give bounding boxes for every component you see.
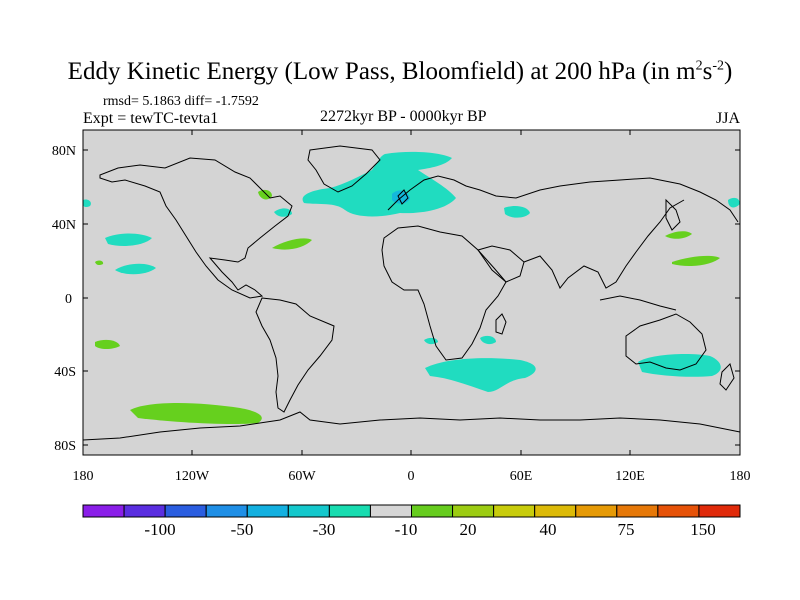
colorbar-label: -100 (144, 520, 175, 539)
colorbar-swatch (164, 504, 207, 518)
coast-new-zealand (719, 363, 735, 391)
coast-arabia (477, 245, 525, 283)
colorbar-label: 75 (618, 520, 635, 539)
anomaly-cyan-east-pacific (115, 263, 156, 275)
colorbar-label: 20 (460, 520, 477, 539)
anomaly-green-south-pacific-east (95, 339, 120, 349)
coast-antarctica (82, 411, 741, 441)
coast-asia-south (523, 199, 685, 289)
season-label: JJA (716, 110, 741, 127)
anomaly-green-south-pacific (130, 403, 262, 425)
anomaly-cyan-north-pacific (105, 233, 152, 246)
coast-australia (625, 313, 707, 371)
colorbar-swatch (123, 504, 166, 518)
anomaly-green-north-atlantic (272, 238, 312, 250)
stats-label: rmsd= 5.1863 diff= -1.7592 (103, 94, 259, 109)
anomaly-cyan-madagascar (480, 335, 496, 345)
lon-label-120w: 120W (175, 469, 210, 484)
lon-label-180w: 180 (73, 469, 94, 484)
anomaly-green-north-pacific (672, 255, 720, 266)
colorbar-label: 40 (540, 520, 557, 539)
lat-label-40n: 40N (52, 218, 76, 233)
lat-label-80s: 80S (54, 439, 76, 454)
coastlines (82, 145, 741, 441)
anomaly-cyan-australia (638, 354, 721, 377)
coast-north-america (99, 157, 293, 299)
lat-label-0: 0 (65, 292, 72, 307)
coast-europe (387, 175, 739, 223)
lon-label-120e: 120E (615, 469, 645, 484)
anomaly-cyan-north-atlantic (302, 151, 456, 217)
colorbar-swatch (328, 504, 371, 518)
colorbar-label: 150 (690, 520, 716, 539)
colorbar (82, 504, 741, 518)
anomaly-cyan-west-atlantic (274, 208, 292, 217)
anomaly-cyan-west-edge (83, 199, 91, 208)
coast-indonesia (599, 295, 677, 311)
colorbar-labels: -100 -50 -30 -10 20 40 75 150 (144, 520, 715, 539)
plot-title: Eddy Kinetic Energy (Low Pass, Bloomfiel… (67, 58, 733, 85)
anomaly-cyan-europe (504, 205, 530, 218)
colorbar-swatch (82, 504, 125, 518)
colorbar-swatch (534, 504, 577, 518)
coast-uk (397, 189, 409, 205)
lat-label-40s: 40S (54, 365, 76, 380)
coast-africa (381, 225, 507, 361)
coast-madagascar (495, 313, 507, 335)
colorbar-swatch (657, 504, 700, 518)
colorbar-label: -50 (231, 520, 254, 539)
anomaly-green-east-pacific-small (95, 260, 104, 266)
period-label: 2272kyr BP - 0000kyr BP (320, 108, 487, 125)
colorbar-swatch (246, 504, 289, 518)
colorbar-swatch (369, 504, 412, 518)
colorbar-swatch (452, 504, 495, 518)
coast-greenland (307, 145, 381, 193)
lon-label-180e: 180 (730, 469, 751, 484)
colorbar-swatch (411, 504, 454, 518)
colorbar-label: -30 (313, 520, 336, 539)
anomaly-patches (83, 151, 740, 425)
latitude-labels: 80N 40N 0 40S 80S (52, 144, 76, 454)
colorbar-swatch (575, 504, 618, 518)
colorbar-label: -10 (395, 520, 418, 539)
colorbar-swatch (287, 504, 330, 518)
lat-label-80n: 80N (52, 144, 76, 159)
anomaly-green-northwest-pacific (665, 231, 692, 239)
colorbar-swatch (205, 504, 248, 518)
lon-label-60e: 60E (510, 469, 533, 484)
axis-ticks (82, 130, 741, 455)
anomaly-cyan-east-edge (728, 197, 740, 208)
experiment-label: Expt = tewTC-tevta1 (83, 110, 219, 127)
longitude-labels: 180 120W 60W 0 60E 120E 180 (73, 469, 751, 484)
colorbar-swatch (616, 504, 659, 518)
colorbar-swatch (698, 504, 741, 518)
coast-south-america (255, 297, 335, 413)
lon-label-60w: 60W (288, 469, 316, 484)
coast-japan (665, 198, 681, 231)
lon-label-0: 0 (408, 469, 415, 484)
anomaly-cyan-southern-africa (425, 358, 536, 392)
colorbar-swatch (493, 504, 536, 518)
